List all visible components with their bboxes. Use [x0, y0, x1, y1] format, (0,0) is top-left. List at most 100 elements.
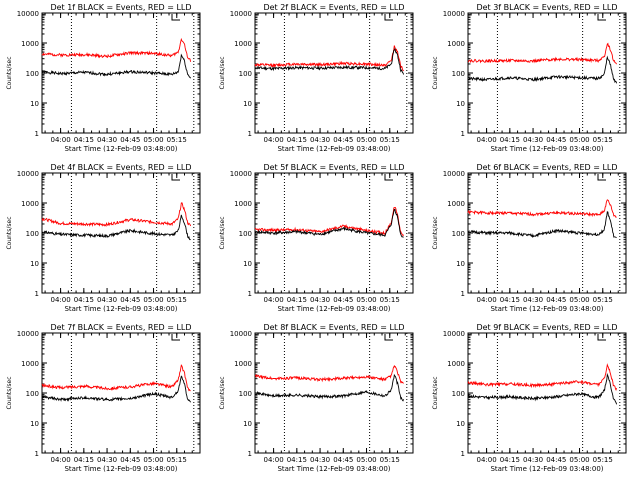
- chart-panel-9: Det 9f BLACK = Events, RED = LLD 1 10 100 10…: [432, 323, 627, 473]
- x-tick-label: 05:15: [167, 456, 187, 464]
- y-tick-label: 1000: [447, 40, 465, 48]
- x-tick-label: 05:15: [593, 456, 613, 464]
- x-tick-label: 04:45: [333, 136, 353, 144]
- x-tick-label: 05:15: [380, 456, 400, 464]
- events-series-line: [41, 214, 191, 241]
- y-tick-label: 100: [26, 230, 39, 238]
- x-tick-label: 05:00: [569, 136, 589, 144]
- y-axis-label: Counts/sec: [6, 216, 13, 249]
- y-tick-label: 1: [35, 290, 39, 298]
- x-tick-label: 04:15: [74, 136, 94, 144]
- x-tick-label: 04:15: [287, 136, 307, 144]
- x-tick-label: 04:00: [476, 296, 496, 304]
- chart-title: Det 7f BLACK = Events, RED = LLD: [50, 323, 191, 332]
- chart-panel-8: Det 8f BLACK = Events, RED = LLD 1 10 100 10…: [219, 323, 414, 473]
- y-tick-label: 10: [243, 260, 252, 268]
- x-tick-label: 04:15: [74, 456, 94, 464]
- x-tick-label: 04:30: [523, 136, 543, 144]
- chart-title: Det 1f BLACK = Events, RED = LLD: [50, 3, 191, 12]
- x-tick-label: 04:15: [500, 296, 520, 304]
- lld-series-line: [467, 199, 617, 218]
- y-tick-label: 10000: [17, 330, 39, 338]
- chart-title: Det 2f BLACK = Events, RED = LLD: [263, 3, 404, 12]
- chart-panel-7: Det 7f BLACK = Events, RED = LLD 1 10 100 10…: [6, 323, 201, 473]
- plot-frame: [254, 332, 414, 454]
- chart-title: Det 5f BLACK = Events, RED = LLD: [263, 163, 404, 172]
- events-series-line: [254, 373, 405, 402]
- marker-glyph: [384, 334, 393, 341]
- x-tick-label: 05:15: [593, 296, 613, 304]
- y-tick-label: 100: [452, 70, 465, 78]
- x-tick-label: 04:45: [120, 456, 140, 464]
- x-tick-label: 05:00: [356, 456, 376, 464]
- x-tick-label: 05:00: [143, 296, 163, 304]
- y-tick-label: 10: [30, 100, 39, 108]
- lld-series-line: [254, 364, 404, 384]
- x-tick-label: 04:30: [310, 456, 330, 464]
- chart-title: Det 8f BLACK = Events, RED = LLD: [263, 323, 404, 332]
- lld-series-line: [254, 45, 404, 72]
- y-tick-label: 1000: [234, 40, 252, 48]
- y-tick-label: 10000: [230, 330, 252, 338]
- plot-frame: [254, 12, 414, 134]
- x-tick-label: 04:00: [263, 456, 283, 464]
- chart-title: Det 9f BLACK = Events, RED = LLD: [476, 323, 617, 332]
- x-axis-label: Start Time (12-Feb-09 03:48:00): [277, 305, 390, 313]
- x-axis-label: Start Time (12-Feb-09 03:48:00): [64, 465, 177, 473]
- y-tick-label: 1000: [21, 200, 39, 208]
- x-tick-label: 04:00: [50, 296, 70, 304]
- y-tick-label: 1000: [447, 200, 465, 208]
- x-tick-label: 04:30: [97, 136, 117, 144]
- x-tick-label: 04:30: [310, 296, 330, 304]
- y-tick-label: 100: [26, 390, 39, 398]
- x-tick-label: 05:15: [380, 136, 400, 144]
- marker-glyph: [171, 14, 180, 21]
- y-axis-label: Counts/sec: [6, 56, 13, 89]
- x-tick-label: 05:00: [569, 456, 589, 464]
- x-tick-label: 04:45: [120, 296, 140, 304]
- marker-glyph: [171, 174, 180, 181]
- y-tick-label: 1: [248, 130, 252, 138]
- y-tick-label: 1000: [21, 40, 39, 48]
- x-tick-label: 05:00: [356, 296, 376, 304]
- marker-glyph: [384, 14, 393, 21]
- x-tick-label: 04:15: [74, 296, 94, 304]
- y-tick-label: 10: [243, 420, 252, 428]
- y-tick-label: 10: [243, 100, 252, 108]
- y-tick-label: 10: [456, 420, 465, 428]
- x-tick-label: 04:15: [500, 456, 520, 464]
- x-tick-label: 04:00: [50, 136, 70, 144]
- y-axis-label: Counts/sec: [219, 56, 226, 89]
- chart-title: Det 3f BLACK = Events, RED = LLD: [476, 3, 617, 12]
- chart-title: Det 4f BLACK = Events, RED = LLD: [50, 163, 191, 172]
- x-axis-label: Start Time (12-Feb-09 03:48:00): [277, 145, 390, 153]
- events-series-line: [468, 55, 618, 84]
- marker-glyph: [597, 14, 606, 21]
- marker-glyph: [597, 174, 606, 181]
- events-series-line: [41, 375, 191, 403]
- x-axis-label: Start Time (12-Feb-09 03:48:00): [64, 145, 177, 153]
- y-tick-label: 1000: [234, 200, 252, 208]
- x-tick-label: 04:30: [523, 456, 543, 464]
- x-tick-label: 04:45: [333, 296, 353, 304]
- x-tick-label: 05:15: [167, 136, 187, 144]
- chart-panel-2: Det 2f BLACK = Events, RED = LLD 1 10 100 10…: [219, 3, 414, 153]
- lld-series-line: [467, 363, 618, 391]
- chart-panel-6: Det 6f BLACK = Events, RED = LLD 1 10 100 10…: [432, 163, 627, 313]
- x-tick-label: 04:00: [50, 456, 70, 464]
- y-tick-label: 10000: [17, 10, 39, 18]
- events-series-line: [467, 372, 618, 405]
- y-axis-label: Counts/sec: [432, 376, 439, 409]
- x-tick-label: 04:30: [523, 296, 543, 304]
- y-tick-label: 10: [456, 100, 465, 108]
- events-series-line: [41, 53, 191, 79]
- x-tick-label: 04:30: [97, 296, 117, 304]
- x-tick-label: 04:00: [263, 296, 283, 304]
- x-tick-label: 05:00: [569, 296, 589, 304]
- x-tick-label: 05:00: [143, 456, 163, 464]
- x-tick-label: 04:45: [546, 136, 566, 144]
- y-tick-label: 1: [461, 130, 465, 138]
- y-tick-label: 10: [30, 260, 39, 268]
- y-axis-label: Counts/sec: [219, 216, 226, 249]
